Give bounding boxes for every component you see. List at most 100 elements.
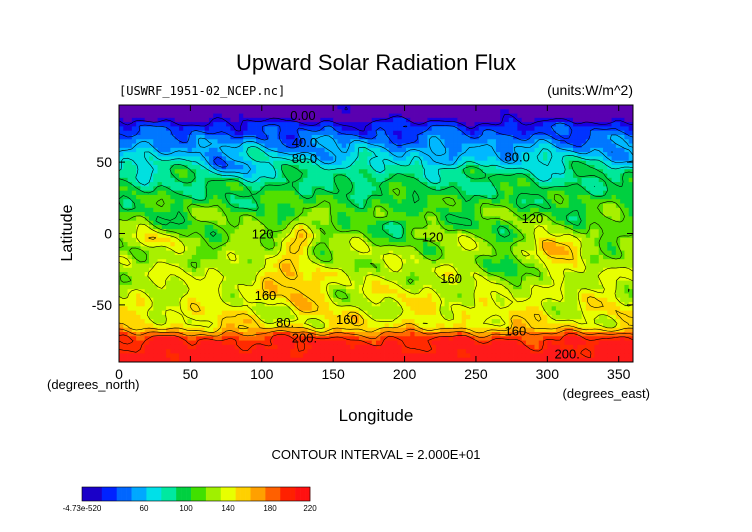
heatmap-cell bbox=[363, 156, 368, 162]
heatmap-cell bbox=[204, 224, 210, 230]
heatmap-cell bbox=[474, 169, 480, 174]
heatmap-cell bbox=[410, 152, 415, 157]
heatmap-cell bbox=[465, 139, 471, 144]
heatmap-cell bbox=[555, 152, 561, 157]
heatmap-cell bbox=[264, 212, 270, 217]
heatmap-cell bbox=[401, 122, 407, 127]
heatmap-cell bbox=[560, 246, 565, 252]
heatmap-cell bbox=[478, 254, 484, 260]
heatmap-cell bbox=[620, 224, 625, 230]
heatmap-cell bbox=[543, 267, 548, 273]
heatmap-cell bbox=[230, 134, 236, 140]
heatmap-cell bbox=[504, 173, 510, 179]
heatmap-cell bbox=[440, 109, 445, 114]
heatmap-cell bbox=[487, 224, 493, 230]
heatmap-cell bbox=[204, 242, 210, 247]
heatmap-cell bbox=[316, 207, 321, 213]
heatmap-cell bbox=[208, 242, 214, 247]
heatmap-cell bbox=[286, 109, 291, 114]
heatmap-cell bbox=[256, 207, 261, 213]
heatmap-cell bbox=[191, 105, 197, 110]
heatmap-cell bbox=[191, 152, 197, 157]
heatmap-cell bbox=[435, 229, 441, 234]
heatmap-cell bbox=[157, 109, 163, 114]
heatmap-cell bbox=[251, 233, 257, 239]
heatmap-cell bbox=[628, 109, 633, 114]
heatmap-cell bbox=[555, 237, 561, 243]
heatmap-cell bbox=[474, 250, 480, 256]
heatmap-cell bbox=[401, 233, 407, 239]
heatmap-cell bbox=[187, 177, 193, 183]
heatmap-cell bbox=[131, 109, 137, 114]
heatmap-cell bbox=[148, 109, 154, 114]
heatmap-cell bbox=[538, 182, 544, 187]
heatmap-cell bbox=[598, 216, 604, 222]
heatmap-cell bbox=[465, 272, 471, 277]
heatmap-cell bbox=[281, 117, 287, 123]
heatmap-cell bbox=[127, 250, 133, 256]
heatmap-cell bbox=[517, 186, 523, 192]
heatmap-cell bbox=[341, 105, 347, 110]
heatmap-cell bbox=[611, 216, 617, 222]
heatmap-cell bbox=[393, 263, 398, 269]
heatmap-cell bbox=[414, 276, 420, 282]
heatmap-cell bbox=[380, 203, 385, 209]
heatmap-cell bbox=[371, 272, 377, 277]
heatmap-cell bbox=[624, 199, 630, 204]
heatmap-cell bbox=[148, 276, 154, 282]
heatmap-cell bbox=[465, 233, 471, 239]
heatmap-cell bbox=[217, 182, 223, 187]
heatmap-cell bbox=[555, 109, 561, 114]
heatmap-cell bbox=[256, 156, 261, 162]
heatmap-cell bbox=[354, 139, 360, 144]
heatmap-cell bbox=[453, 105, 458, 110]
heatmap-cell bbox=[148, 233, 154, 239]
heatmap-cell bbox=[127, 237, 133, 243]
heatmap-cell bbox=[251, 194, 257, 200]
heatmap-cell bbox=[405, 216, 411, 222]
heatmap-cell bbox=[513, 139, 518, 144]
heatmap-cell bbox=[268, 259, 274, 264]
heatmap-cell bbox=[200, 156, 206, 162]
heatmap-cell bbox=[213, 109, 218, 114]
heatmap-cell bbox=[200, 216, 206, 222]
heatmap-cell bbox=[337, 250, 343, 256]
heatmap-cell bbox=[500, 122, 505, 127]
heatmap-cell bbox=[530, 147, 535, 153]
heatmap-cell bbox=[538, 233, 544, 239]
heatmap-cell bbox=[551, 272, 557, 277]
heatmap-cell bbox=[328, 122, 334, 127]
heatmap-cell bbox=[380, 207, 385, 213]
heatmap-cell bbox=[208, 122, 214, 127]
heatmap-cell bbox=[251, 216, 257, 222]
heatmap-cell bbox=[453, 224, 458, 230]
heatmap-cell bbox=[324, 152, 330, 157]
heatmap-cell bbox=[234, 134, 240, 140]
heatmap-cell bbox=[140, 272, 146, 277]
heatmap-cell bbox=[346, 276, 351, 282]
heatmap-cell bbox=[508, 263, 514, 269]
heatmap-cell bbox=[286, 250, 291, 256]
heatmap-cell bbox=[555, 117, 561, 123]
heatmap-cell bbox=[530, 160, 535, 166]
heatmap-cell bbox=[444, 164, 450, 170]
heatmap-cell bbox=[337, 212, 343, 217]
heatmap-cell bbox=[153, 233, 158, 239]
heatmap-cell bbox=[316, 164, 321, 170]
heatmap-cell bbox=[311, 134, 317, 140]
heatmap-cell bbox=[414, 105, 420, 110]
heatmap-cell bbox=[560, 117, 565, 123]
heatmap-cell bbox=[504, 212, 510, 217]
heatmap-cell bbox=[628, 134, 633, 140]
heatmap-cell bbox=[144, 182, 150, 187]
heatmap-cell bbox=[341, 276, 347, 282]
heatmap-cell bbox=[551, 105, 557, 110]
heatmap-cell bbox=[234, 280, 240, 286]
heatmap-cell bbox=[474, 246, 480, 252]
heatmap-cell bbox=[123, 126, 128, 132]
heatmap-cell bbox=[367, 152, 373, 157]
heatmap-cell bbox=[328, 199, 334, 204]
heatmap-cell bbox=[371, 130, 377, 136]
heatmap-cell bbox=[585, 263, 591, 269]
heatmap-cell bbox=[418, 117, 424, 123]
